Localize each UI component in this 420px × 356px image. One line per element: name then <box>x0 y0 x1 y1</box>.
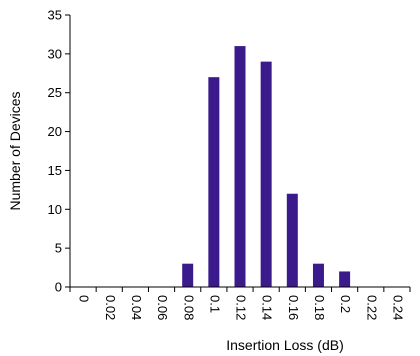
x-tick-label: 0.16 <box>286 295 301 320</box>
x-tick-label: 0.18 <box>312 295 327 320</box>
x-tick-label: 0.22 <box>364 295 379 320</box>
y-axis-title: Number of Devices <box>7 91 23 210</box>
y-tick-label: 10 <box>48 202 62 217</box>
x-tick-label: 0.1 <box>207 295 222 313</box>
y-tick-label: 0 <box>55 280 62 295</box>
x-axis-title: Insertion Loss (dB) <box>226 337 344 353</box>
x-tick-label: 0.12 <box>234 295 249 320</box>
x-tick-label: 0 <box>77 295 92 302</box>
y-tick-label: 35 <box>48 8 62 23</box>
bar-0.16 <box>286 193 298 287</box>
bar-0.12 <box>234 46 246 288</box>
x-tick-label: 0.06 <box>155 295 170 320</box>
y-tick-label: 25 <box>48 85 62 100</box>
y-tick-label: 15 <box>48 163 62 178</box>
x-ticks-group: 0 0.02 0.04 0.06 0.08 0.1 0.12 0.14 0.16 0.18 0.2 0… <box>69 287 411 320</box>
axes-group <box>69 15 410 288</box>
x-tick-label: 0.14 <box>260 295 275 320</box>
y-ticks-group: 0 5 10 15 20 25 30 35 <box>48 8 70 295</box>
x-tick-label: 0.24 <box>390 295 405 320</box>
bar-0.2 <box>339 271 351 287</box>
y-tick-label: 20 <box>48 124 62 139</box>
bar-0.1 <box>208 77 220 287</box>
x-tick-label: 0.02 <box>103 295 118 320</box>
bar-0.08 <box>182 263 194 287</box>
x-tick-label: 0.08 <box>181 295 196 320</box>
y-tick-label: 5 <box>55 241 62 256</box>
bars-group <box>182 46 351 288</box>
x-tick-label: 0.2 <box>338 295 353 313</box>
bar-0.14 <box>260 61 272 287</box>
bar-0.18 <box>312 263 324 287</box>
y-tick-label: 30 <box>48 46 62 61</box>
x-tick-label: 0.04 <box>129 295 144 320</box>
